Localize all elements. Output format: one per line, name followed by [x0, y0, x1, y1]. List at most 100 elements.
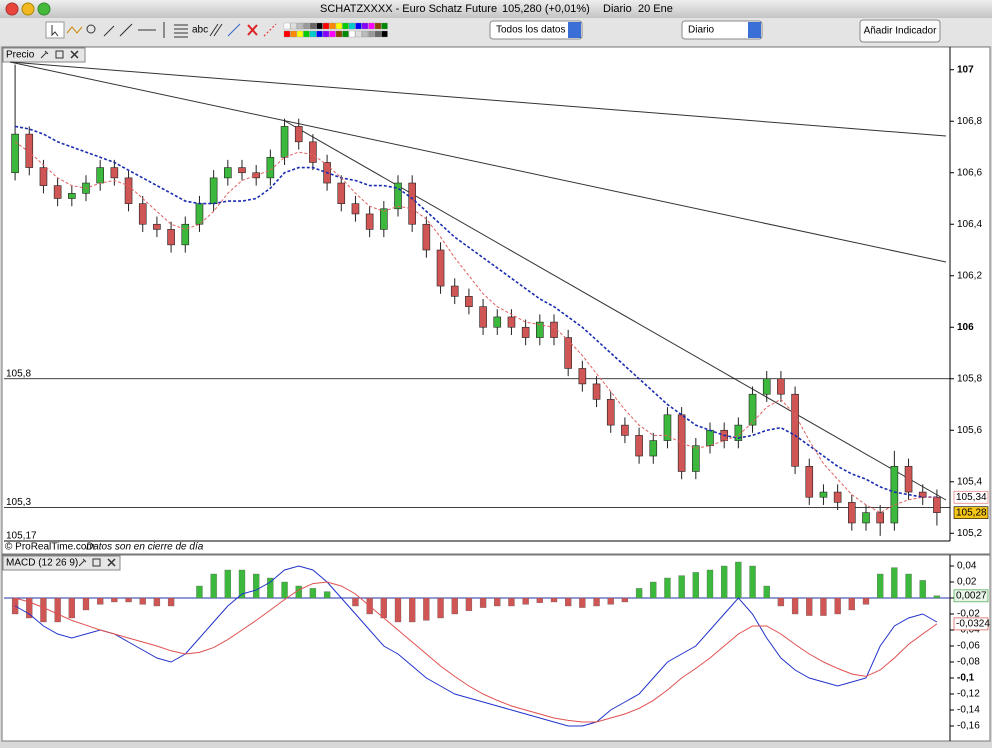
- y-tick-label: -0,16: [957, 721, 980, 732]
- candle-body: [777, 378, 785, 395]
- palette-swatch[interactable]: [368, 22, 375, 30]
- candle-body: [110, 167, 119, 179]
- y-tick-label: 105,2: [957, 528, 982, 539]
- add-indicator-button[interactable]: [859, 19, 941, 43]
- palette-swatch[interactable]: [355, 22, 362, 30]
- zigzag-tool[interactable]: [66, 26, 83, 34]
- period-select[interactable]: [681, 20, 763, 40]
- candle-body: [635, 435, 643, 457]
- delete-tool[interactable]: [247, 24, 258, 36]
- palette-swatch[interactable]: [374, 30, 382, 38]
- y-tick-label: 106,2: [957, 270, 982, 281]
- palette-swatch[interactable]: [381, 30, 388, 38]
- line-tool[interactable]: [103, 25, 115, 37]
- histogram-bar: [253, 573, 260, 599]
- footer-brand: © ProRealTime.com: [5, 542, 95, 553]
- candle-body: [706, 429, 714, 447]
- candle-body: [876, 512, 884, 524]
- close-panel-icon[interactable]: [107, 558, 116, 567]
- zoom-tool[interactable]: [86, 24, 96, 34]
- palette-swatch[interactable]: [303, 22, 310, 30]
- palette-swatch[interactable]: [283, 30, 291, 38]
- candle-body: [195, 203, 204, 225]
- palette-swatch[interactable]: [316, 22, 323, 30]
- candle-body: [606, 399, 615, 426]
- histogram-bar: [465, 597, 473, 611]
- zoom-button[interactable]: [37, 2, 51, 16]
- panel-header: [2, 555, 121, 571]
- range-select[interactable]: [489, 20, 583, 40]
- histogram-bar: [621, 597, 629, 603]
- last-value-box: [953, 589, 989, 603]
- palette-swatch[interactable]: [368, 30, 375, 38]
- minimize-button[interactable]: [21, 2, 35, 16]
- histogram-bar: [593, 597, 600, 607]
- palette-swatch[interactable]: [342, 30, 349, 38]
- histogram-bar: [267, 577, 274, 599]
- histogram-bar: [409, 597, 416, 623]
- fib-tool[interactable]: [174, 24, 188, 38]
- palette-swatch[interactable]: [309, 30, 317, 38]
- histogram-bar: [692, 572, 699, 599]
- palette-swatch[interactable]: [303, 30, 310, 38]
- maximize-icon[interactable]: [92, 558, 101, 567]
- histogram-bar: [550, 597, 558, 603]
- palette-swatch[interactable]: [316, 30, 323, 38]
- pointer-tool[interactable]: [45, 21, 65, 39]
- maximize-icon[interactable]: [55, 50, 64, 59]
- palette-swatch[interactable]: [335, 30, 343, 38]
- palette-swatch[interactable]: [361, 30, 369, 38]
- palette-swatch[interactable]: [296, 30, 304, 38]
- palette-swatch[interactable]: [342, 22, 349, 30]
- candle-body: [53, 185, 62, 199]
- close-button[interactable]: [5, 2, 19, 16]
- candle-body: [564, 337, 572, 369]
- histogram-bar: [862, 597, 870, 605]
- histogram-bar: [635, 588, 643, 599]
- palette-swatch[interactable]: [355, 30, 362, 38]
- palette-swatch[interactable]: [374, 22, 382, 30]
- palette-swatch[interactable]: [322, 22, 330, 30]
- palette-swatch[interactable]: [322, 30, 330, 38]
- palette-swatch[interactable]: [290, 30, 297, 38]
- window-date: 20 Ene: [638, 3, 673, 15]
- palette-swatch[interactable]: [309, 22, 317, 30]
- settings-icon[interactable]: [78, 558, 87, 567]
- histogram-bar: [224, 569, 231, 599]
- channel-tool[interactable]: [209, 23, 223, 37]
- palette-swatch[interactable]: [335, 22, 343, 30]
- delete-all-tool[interactable]: [263, 23, 277, 37]
- candle-body: [394, 182, 402, 210]
- palette-swatch[interactable]: [348, 30, 356, 38]
- palette-swatch[interactable]: [283, 22, 291, 30]
- candle-body: [848, 502, 856, 524]
- palette-swatch[interactable]: [381, 22, 388, 30]
- histogram-bar: [125, 597, 132, 603]
- last-value-label: 105,34: [956, 492, 987, 503]
- palette-swatch[interactable]: [296, 22, 304, 30]
- palette-swatch[interactable]: [290, 22, 297, 30]
- histogram-bar: [848, 597, 855, 611]
- trend-tool[interactable]: [227, 23, 241, 37]
- drawing-tools: [45, 21, 277, 39]
- palette-swatch[interactable]: [329, 30, 336, 38]
- histogram-bar: [777, 597, 785, 607]
- histogram-bar: [352, 597, 359, 607]
- candle-body: [68, 193, 76, 199]
- macd-line: [14, 581, 938, 723]
- close-panel-icon[interactable]: [70, 50, 79, 59]
- palette-swatch[interactable]: [348, 22, 356, 30]
- histogram-bar: [933, 595, 941, 599]
- candle-body: [124, 177, 133, 204]
- palette-swatch[interactable]: [361, 22, 369, 30]
- candle-body: [890, 466, 899, 524]
- ray-tool[interactable]: [119, 23, 133, 37]
- y-tick-label: -0,12: [957, 689, 980, 700]
- range-select-label: Todos los datos: [496, 25, 566, 36]
- settings-icon[interactable]: [40, 50, 49, 59]
- histogram-bar: [111, 597, 118, 603]
- text-tool[interactable]: abc: [192, 25, 208, 36]
- palette-swatch[interactable]: [329, 22, 336, 30]
- histogram-bar: [210, 573, 217, 599]
- histogram-bar: [678, 575, 685, 599]
